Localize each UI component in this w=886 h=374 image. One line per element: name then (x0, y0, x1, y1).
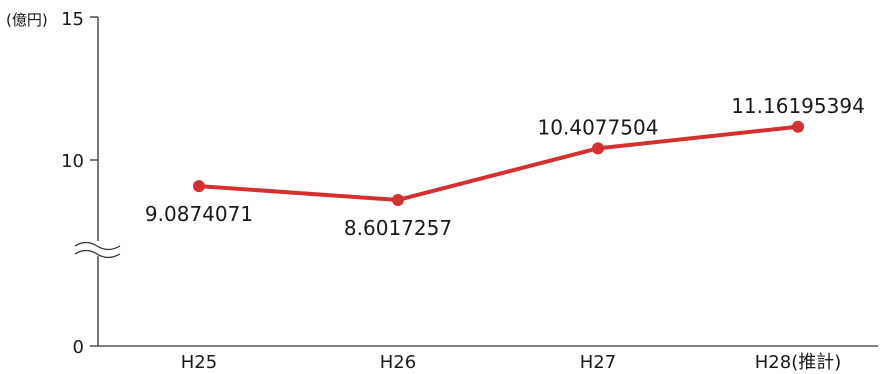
data-label: 9.0874071 (145, 202, 253, 226)
y-tick-label-10: 10 (61, 151, 84, 172)
series-line (198, 124, 799, 202)
data-point (193, 180, 205, 193)
data-point (792, 120, 804, 133)
data-label: 10.4077504 (538, 115, 659, 139)
x-tick-label: H27 (580, 352, 616, 373)
y-unit-label: (億円) (6, 11, 48, 29)
x-tick-label: H26 (380, 352, 416, 373)
data-point (392, 193, 404, 206)
data-label: 11.16195394 (731, 94, 865, 118)
y-tick-label-15: 15 (61, 9, 84, 30)
y-axis (90, 16, 99, 347)
series-group: 9.0874071 H25 8.6017257 H26 10.4077504 H27 11.… (145, 94, 865, 373)
axis-break-mark (74, 241, 121, 259)
data-label: 8.6017257 (344, 216, 452, 240)
x-tick-label: H25 (181, 352, 217, 373)
data-point (592, 142, 604, 155)
x-tick-label: H28(推計) (755, 352, 841, 373)
y-tick-label-0: 0 (73, 337, 84, 358)
